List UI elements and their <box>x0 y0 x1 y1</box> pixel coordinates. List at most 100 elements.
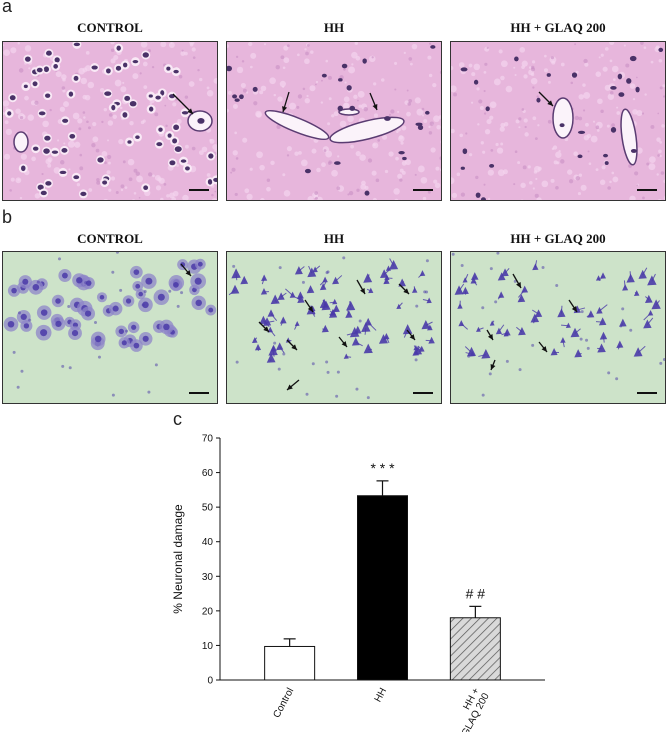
nucleus <box>24 56 31 62</box>
nucleus <box>104 91 112 96</box>
nucleus <box>362 58 367 64</box>
significance-marker: # # <box>466 585 486 601</box>
nucleus <box>143 185 149 191</box>
nucleus <box>80 191 87 197</box>
nucleus <box>480 197 486 200</box>
nucleus <box>577 154 583 159</box>
y-tick-label: 40 <box>202 537 214 548</box>
nucleus <box>166 66 171 71</box>
neuron-shrunken <box>428 336 435 344</box>
nucleus <box>73 75 79 81</box>
neuron-shrunken <box>467 346 477 357</box>
nucleus <box>180 159 187 163</box>
vessel-lumen <box>338 108 360 116</box>
neuron-shrunken <box>343 353 349 359</box>
panel-b-title-hh: HH <box>323 231 345 246</box>
nucleus <box>36 67 43 73</box>
nissl-micrograph-hh-glaq <box>450 251 666 404</box>
y-tick-label: 10 <box>202 641 214 652</box>
neuron-shrunken <box>277 292 285 301</box>
vessel-lumen <box>552 97 574 139</box>
nucleus <box>106 68 111 74</box>
arrow-head <box>547 100 553 106</box>
neuron-shrunken <box>378 334 388 344</box>
neuron-shrunken <box>570 327 580 338</box>
neuron-shrunken <box>279 316 287 324</box>
nucleus <box>232 94 238 99</box>
panel-a-label: a <box>2 0 13 16</box>
arrow-head <box>571 306 577 312</box>
neuron-shrunken <box>597 343 606 353</box>
nucleus <box>334 161 341 165</box>
nucleus <box>23 84 28 89</box>
neuron-shrunken <box>503 328 511 336</box>
nucleus <box>7 111 12 116</box>
nucleus <box>43 148 50 154</box>
nucleus <box>460 67 468 72</box>
nissl-micrograph-hh <box>226 251 442 404</box>
nucleus <box>617 73 623 80</box>
nucleus <box>9 95 16 101</box>
nucleus <box>577 130 586 135</box>
arrow-head <box>287 384 293 390</box>
nucleus <box>321 73 327 78</box>
nucleus <box>46 50 52 56</box>
arrow-head <box>291 344 297 350</box>
nucleus <box>402 156 407 161</box>
nucleus <box>630 148 637 153</box>
nucleus <box>559 123 565 128</box>
nucleus <box>604 161 609 165</box>
nucleus <box>45 181 52 186</box>
nucleus <box>473 79 479 85</box>
nucleus <box>207 179 213 185</box>
arrow-head <box>490 364 496 370</box>
nucleus <box>169 160 176 166</box>
neuron-shrunken <box>296 291 304 299</box>
neuron-shrunken <box>530 313 540 323</box>
nucleus <box>160 90 165 96</box>
neuron-shrunken <box>276 342 284 351</box>
panel-a-title-control: CONTROL <box>77 20 143 35</box>
arrow-head <box>487 334 493 340</box>
neuron-shrunken <box>361 322 371 333</box>
nucleus <box>129 101 137 107</box>
nucleus <box>155 95 161 100</box>
neuron-shrunken <box>574 349 583 358</box>
neuron-shrunken <box>560 337 566 343</box>
nucleus <box>629 55 637 62</box>
neuron-shrunken <box>349 327 360 338</box>
category-label: HH <box>373 686 389 704</box>
nucleus <box>158 127 163 132</box>
nucleus <box>425 110 430 115</box>
nucleus <box>349 105 356 111</box>
nucleus <box>43 66 50 73</box>
arrow-head <box>187 108 193 114</box>
arrow-head <box>341 341 347 347</box>
neuron-shrunken <box>598 317 607 326</box>
bar <box>357 495 408 681</box>
bar <box>449 617 501 681</box>
nucleus <box>603 153 609 158</box>
panel-b-label: b <box>2 207 13 227</box>
neuron-shrunken <box>497 272 506 281</box>
nucleus <box>51 150 59 154</box>
neuron-shrunken <box>363 343 373 354</box>
nucleus <box>252 86 258 92</box>
nucleus <box>626 78 632 84</box>
category-label: HH +GLAQ 200 <box>450 686 492 732</box>
nucleus <box>417 124 424 131</box>
nucleus <box>123 62 128 68</box>
nucleus <box>69 133 76 139</box>
nucleus <box>142 52 149 58</box>
nucleus <box>610 85 617 90</box>
nucleus <box>173 124 180 131</box>
nucleus <box>73 175 80 180</box>
nucleus <box>37 184 44 190</box>
nucleus <box>384 116 391 121</box>
nucleus <box>59 170 67 175</box>
panel-a-title-hh: HH <box>323 20 345 35</box>
nucleus <box>173 69 179 74</box>
he-micrograph-hh <box>226 41 442 201</box>
neuron-shrunken <box>461 286 469 295</box>
neuron-shrunken <box>321 324 329 333</box>
